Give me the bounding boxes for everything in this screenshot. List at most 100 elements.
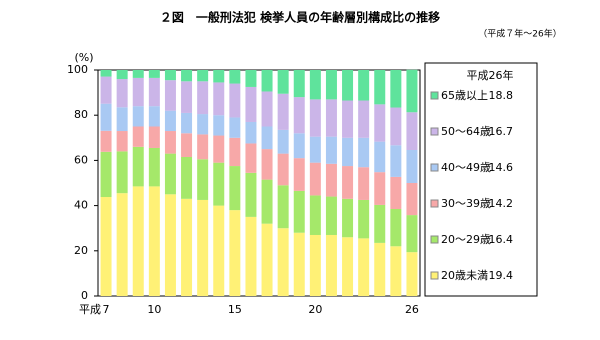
bar-segment: [229, 137, 241, 167]
bar-segment: [132, 186, 144, 296]
legend-swatch: [430, 235, 439, 244]
bar-segment: [277, 93, 289, 130]
bar-segment: [374, 104, 386, 142]
legend-swatch: [430, 163, 439, 172]
legend-swatch: [430, 127, 439, 136]
bar-segment: [164, 153, 176, 195]
bar-segment: [100, 197, 112, 296]
bar-segment: [309, 234, 321, 296]
bar-segment: [213, 115, 225, 136]
bar-segment: [358, 238, 370, 296]
bar-segment: [277, 228, 289, 296]
bar-segment: [390, 208, 402, 247]
legend-label: 30～39歳: [441, 197, 491, 210]
bar-segment: [358, 167, 370, 200]
y-axis-label: (%): [74, 51, 93, 64]
x-tick-label: 15: [228, 303, 242, 316]
bar-segment: [116, 131, 128, 152]
legend-swatch: [430, 91, 439, 100]
bar-segment: [164, 194, 176, 296]
bar-segment: [197, 81, 209, 115]
bar-segment: [342, 70, 354, 101]
bar-segment: [261, 223, 273, 296]
bar-segment: [342, 137, 354, 167]
bar-segment: [293, 232, 305, 296]
y-tick-label: 20: [74, 244, 88, 257]
chart-title: ２図 一般刑法犯 検挙人員の年齢層別構成比の推移: [160, 10, 440, 25]
bar-segment: [116, 193, 128, 296]
bar-segment: [213, 70, 225, 83]
plot-frame: [97, 69, 421, 297]
chart-subtitle: （平成７年～26年）: [478, 28, 561, 40]
x-axis-label: 平成: [79, 303, 101, 316]
bar-segment: [277, 129, 289, 154]
bar-segment: [100, 76, 112, 104]
legend-value: 14.2: [489, 197, 514, 210]
legend-swatch: [430, 199, 439, 208]
bar-segment: [245, 172, 257, 217]
bar-segment: [229, 70, 241, 84]
bar-segment: [325, 70, 337, 100]
bar-segment: [293, 133, 305, 159]
bar-segment: [342, 198, 354, 238]
legend-label: 65歳以上: [441, 89, 488, 102]
bar-segment: [116, 107, 128, 132]
bar-segment: [261, 179, 273, 224]
bar-segment: [325, 234, 337, 296]
bar-segment: [100, 70, 112, 77]
bar-segment: [197, 134, 209, 160]
bar-segment: [245, 70, 257, 87]
bar-segment: [100, 151, 112, 198]
bar-segment: [181, 112, 193, 134]
bar-segment: [148, 126, 160, 148]
x-tick-label: 10: [147, 303, 161, 316]
bar-segment: [164, 80, 176, 111]
legend-swatch: [430, 271, 439, 280]
legend-value: 16.4: [489, 233, 514, 246]
legend-label: 20～29歳: [441, 233, 491, 246]
bar-segment: [132, 106, 144, 127]
bar-segment: [197, 199, 209, 296]
bar-segment: [277, 70, 289, 94]
bar-segment: [197, 114, 209, 135]
bar-segment: [148, 106, 160, 127]
bar-segment: [261, 149, 273, 180]
bar-segment: [374, 141, 386, 173]
bar-segment: [390, 176, 402, 209]
bar-segment: [229, 210, 241, 296]
x-tick-label: 26: [405, 303, 419, 316]
bar-segment: [390, 70, 402, 108]
bar-segment: [164, 70, 176, 81]
bar-segment: [358, 199, 370, 239]
bar-segment: [390, 107, 402, 146]
bar-segment: [229, 117, 241, 138]
bar-segment: [197, 159, 209, 200]
legend-box: [424, 62, 538, 297]
bar-segment: [325, 163, 337, 197]
bar-segment: [309, 70, 321, 100]
bar-segment: [325, 99, 337, 137]
bar-segment: [132, 70, 144, 78]
bar-segment: [277, 185, 289, 229]
bar-segment: [374, 70, 386, 105]
x-tick-label: 7: [103, 303, 110, 316]
bar-segment: [164, 131, 176, 154]
bar-segment: [132, 77, 144, 107]
bar-segment: [132, 146, 144, 187]
legend-value: 14.6: [489, 161, 514, 174]
bar-segment: [213, 162, 225, 206]
bar-segment: [261, 70, 273, 92]
bar-segment: [342, 100, 354, 138]
y-tick-label: 40: [74, 199, 88, 212]
bar-segment: [245, 143, 257, 173]
bar-segment: [245, 86, 257, 122]
bar-segment: [309, 99, 321, 137]
legend-label: 20歳未満: [441, 269, 488, 282]
bar-segment: [358, 137, 370, 168]
bar-segment: [148, 147, 160, 187]
bar-segment: [374, 204, 386, 243]
bar-segment: [164, 110, 176, 132]
y-tick-label: 60: [74, 153, 88, 166]
bar-segment: [181, 133, 193, 158]
